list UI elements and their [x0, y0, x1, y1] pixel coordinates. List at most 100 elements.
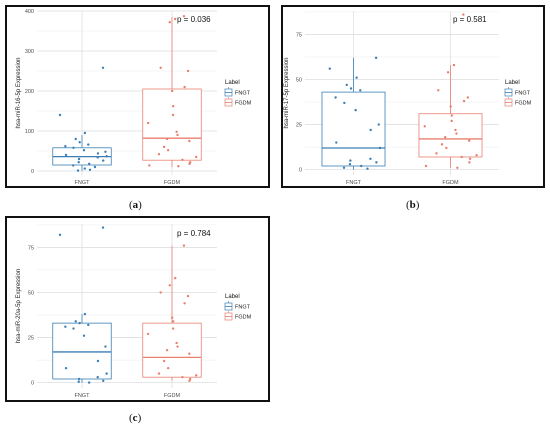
data-point	[174, 276, 177, 280]
data-point	[82, 334, 86, 337]
y-tick-label: 400	[25, 9, 34, 15]
data-point	[166, 366, 170, 370]
data-point	[188, 139, 191, 143]
data-point	[76, 169, 80, 172]
data-point	[87, 162, 91, 165]
box	[142, 322, 202, 378]
data-point	[328, 67, 331, 70]
data-point	[454, 128, 457, 132]
data-point	[64, 153, 68, 157]
data-point	[335, 141, 338, 144]
data-point	[96, 156, 99, 159]
data-point	[101, 66, 105, 69]
data-point	[64, 366, 68, 370]
y-tick-label: 25	[28, 336, 34, 342]
data-point	[176, 345, 179, 348]
caption-c: (c)	[129, 412, 142, 424]
data-point	[74, 137, 77, 141]
data-point	[64, 325, 67, 328]
legend-entry-label: FGDM	[235, 101, 252, 107]
data-point	[165, 137, 169, 141]
data-point	[348, 162, 352, 166]
data-point	[168, 21, 171, 24]
data-point	[177, 165, 180, 168]
data-point	[87, 143, 90, 146]
data-point	[104, 150, 107, 153]
caption-a: (a)	[129, 199, 142, 211]
data-point	[343, 101, 346, 105]
data-point	[104, 345, 107, 348]
y-tick-label: 75	[296, 32, 302, 38]
data-point	[171, 105, 175, 108]
data-point	[468, 139, 471, 142]
data-point	[171, 113, 175, 117]
y-tick-label: 200	[25, 89, 34, 95]
data-point	[377, 123, 380, 126]
y-tick-label: 50	[28, 290, 34, 296]
box	[418, 113, 483, 158]
x-tick-label: FGDM	[164, 393, 181, 399]
data-point	[74, 320, 77, 323]
data-point	[369, 157, 372, 160]
data-point	[96, 359, 100, 363]
data-point	[186, 294, 190, 298]
data-point	[105, 372, 108, 375]
box-plot-a: 0 100 200 300 400 FNGT FGDM hsa-miR-16-5p Expre…	[16, 9, 252, 186]
data-point	[157, 153, 161, 156]
data-point	[182, 244, 186, 247]
data-point	[369, 128, 372, 132]
y-tick-label: 100	[25, 129, 34, 135]
data-point	[475, 153, 478, 157]
legend-entry-label: FNGT	[515, 91, 531, 97]
data-point	[170, 316, 174, 319]
data-point	[334, 96, 337, 99]
data-point	[456, 166, 459, 169]
data-point	[146, 332, 150, 336]
x-tick-label: FNGT	[75, 393, 91, 399]
data-point	[166, 149, 170, 152]
data-point	[83, 312, 87, 316]
data-point	[159, 66, 162, 69]
data-point	[71, 164, 75, 167]
x-tick-label: FNGT	[346, 180, 362, 186]
data-point	[342, 166, 346, 169]
data-point	[83, 167, 86, 170]
p-value-label: p = 0.581	[453, 15, 487, 24]
data-point	[64, 145, 67, 148]
data-point	[455, 132, 458, 135]
legend-title: Label	[225, 294, 240, 300]
data-point	[171, 327, 175, 330]
data-point	[460, 155, 463, 159]
x-tick-label: FGDM	[442, 180, 459, 186]
data-point	[195, 374, 198, 377]
data-point	[101, 226, 105, 229]
data-point	[349, 159, 352, 162]
legend-title: Label	[225, 80, 240, 86]
legend-entry-label: FNGT	[235, 305, 251, 311]
box-plot-b: 0 25 50 75 FNGT FGDM hsa-miR-17-5p Expression p…	[284, 11, 532, 186]
data-point	[186, 69, 190, 73]
p-value-label: p = 0.036	[177, 15, 211, 24]
data-point	[375, 161, 378, 164]
data-point	[181, 375, 184, 379]
data-point	[195, 155, 198, 159]
data-point	[58, 233, 62, 237]
data-point	[96, 375, 99, 379]
box	[52, 322, 112, 380]
data-point	[88, 168, 92, 171]
data-point	[174, 17, 177, 21]
data-point	[359, 89, 362, 92]
data-point	[93, 165, 97, 169]
data-point	[349, 87, 353, 90]
data-point	[72, 146, 75, 149]
data-point	[170, 89, 174, 93]
data-point	[148, 164, 151, 167]
data-point	[181, 158, 184, 161]
data-point	[188, 352, 191, 355]
data-point	[444, 135, 447, 139]
data-point	[165, 348, 169, 352]
data-point	[157, 372, 161, 375]
chart-panel-c: 0 25 50 75 FNGT FGDM hsa-miR-20a-5p Expression…	[5, 216, 270, 402]
chart-panel-b: 0 25 50 75 FNGT FGDM hsa-miR-17-5p Expression p…	[281, 5, 545, 188]
y-tick-label: 300	[25, 49, 34, 55]
